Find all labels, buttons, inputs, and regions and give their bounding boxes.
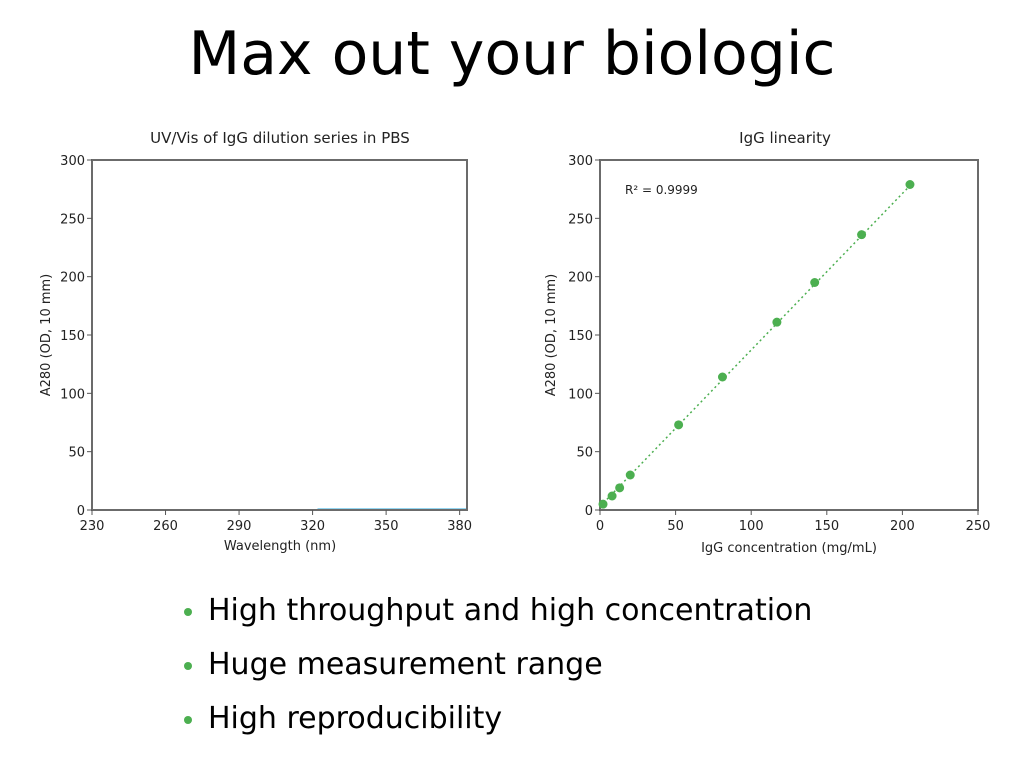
y-tick-label: 150: [60, 329, 85, 344]
bullet-item: High reproducibility: [180, 692, 812, 746]
y-tick-label: 50: [576, 446, 593, 461]
plot-frame: [91, 159, 468, 511]
y-axis-ticks: 0 50 100 150 200 250 300: [60, 154, 92, 519]
y-tick-label: 100: [60, 387, 85, 402]
data-point-1: [607, 491, 617, 501]
y-axis-label: A280 (OD, 10 mm): [39, 274, 54, 397]
x-tick-label: 230: [80, 519, 105, 534]
r-squared-annotation: R² = 0.9999: [625, 183, 698, 197]
bullet-text: Huge measurement range: [208, 647, 603, 682]
x-tick-label: 380: [447, 519, 472, 534]
x-tick-label: 250: [966, 519, 991, 534]
chart-title: IgG linearity: [739, 129, 831, 147]
y-tick-label: 50: [68, 446, 85, 461]
slide-title: Max out your biologic: [188, 19, 836, 89]
x-axis-label: IgG concentration (mg/mL): [701, 541, 877, 556]
y-tick-label: 200: [60, 271, 85, 286]
x-tick-label: 200: [890, 519, 915, 534]
data-point-7: [810, 278, 820, 287]
y-axis-ticks: 0 50 100 150 200 250 300: [568, 154, 600, 519]
data-point-0: [598, 499, 608, 509]
x-axis-label: Wavelength (nm): [224, 539, 336, 554]
bullet-item: High throughput and high concentration: [180, 584, 812, 638]
x-tick-label: 260: [153, 519, 178, 534]
data-point-6: [772, 317, 782, 327]
y-tick-label: 250: [568, 212, 593, 227]
y-tick-label: 100: [568, 387, 593, 402]
y-tick-label: 250: [60, 212, 85, 227]
y-tick-label: 300: [568, 154, 593, 169]
x-axis-ticks: 230 260 290 320 350 380: [80, 510, 472, 534]
x-tick-label: 350: [374, 519, 399, 534]
data-point-4: [674, 420, 684, 430]
bullet-item: Huge measurement range: [180, 638, 812, 692]
data-point-8: [857, 230, 867, 240]
data-point-2: [615, 483, 625, 493]
chart-title: UV/Vis of IgG dilution series in PBS: [150, 129, 410, 147]
y-tick-label: 150: [568, 329, 593, 344]
spectrum-chart: UV/Vis of IgG dilution series in PBS 230…: [39, 129, 472, 554]
bullet-dot-icon: [184, 716, 192, 724]
plot-frame: [599, 159, 979, 511]
y-tick-label: 300: [60, 154, 85, 169]
x-axis-ticks: 0 50 100 150 200 250: [596, 510, 991, 534]
y-axis-label: A280 (OD, 10 mm): [544, 274, 559, 397]
x-tick-label: 50: [667, 519, 684, 534]
data-point-5: [717, 372, 727, 382]
y-tick-label: 0: [585, 504, 593, 519]
bullet-dot-icon: [184, 662, 192, 670]
points-group: [598, 180, 915, 509]
trend-line: [599, 185, 911, 508]
bullet-text: High reproducibility: [208, 701, 503, 736]
data-point-3: [625, 470, 635, 480]
x-tick-label: 150: [814, 519, 839, 534]
y-tick-label: 0: [77, 504, 85, 519]
x-tick-label: 100: [739, 519, 764, 534]
linearity-chart: IgG linearity R² = 0.9999 0 50 100 150 200 25…: [544, 129, 991, 556]
x-tick-label: 320: [300, 519, 325, 534]
x-tick-label: 290: [227, 519, 252, 534]
bullet-dot-icon: [184, 608, 192, 616]
x-tick-label: 0: [596, 519, 604, 534]
y-tick-label: 200: [568, 271, 593, 286]
bullet-list: High throughput and high concentration H…: [180, 584, 812, 746]
bullet-text: High throughput and high concentration: [208, 593, 813, 628]
data-point-9: [905, 180, 915, 189]
